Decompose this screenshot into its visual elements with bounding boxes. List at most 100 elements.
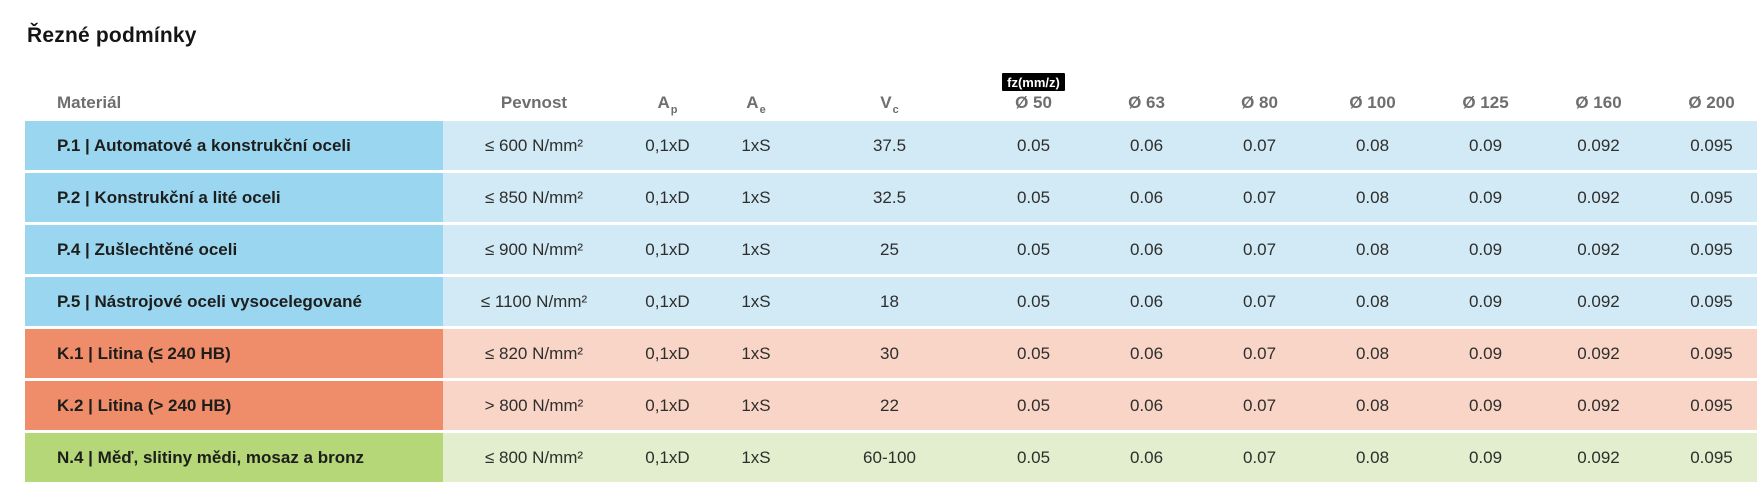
- ae-cell: 1xS: [710, 173, 802, 222]
- vc-cell: 37.5: [802, 121, 977, 170]
- table-row: P.4 | Zušlechtěné oceli ≤ 900 N/mm² 0,1x…: [25, 225, 1757, 274]
- table-row: P.2 | Konstrukční a lité oceli ≤ 850 N/m…: [25, 173, 1757, 222]
- fz-cell: 0.092: [1542, 121, 1655, 170]
- header-vc-base: V: [880, 93, 892, 113]
- fz-cell: 0.08: [1316, 381, 1429, 430]
- fz-cell: 0.08: [1316, 225, 1429, 274]
- pevnost-cell: ≤ 900 N/mm²: [443, 225, 625, 274]
- fz-cell: 0.06: [1090, 225, 1203, 274]
- fz-cell: 0.095: [1655, 433, 1757, 482]
- header-d160: Ø 160: [1575, 93, 1622, 113]
- table-row: N.4 | Měď, slitiny mědi, mosaz a bronz ≤…: [25, 433, 1757, 482]
- header-ae-subscript: e: [759, 104, 766, 117]
- ae-cell: 1xS: [710, 329, 802, 378]
- header-ae: Ae: [710, 94, 802, 121]
- material-cell: N.4 | Měď, slitiny mědi, mosaz a bronz: [25, 433, 443, 482]
- pevnost-cell: > 800 N/mm²: [443, 381, 625, 430]
- fz-cell: 0.09: [1429, 121, 1542, 170]
- ae-cell: 1xS: [710, 277, 802, 326]
- fz-cell: 0.07: [1203, 433, 1316, 482]
- table-row: K.1 | Litina (≤ 240 HB) ≤ 820 N/mm² 0,1x…: [25, 329, 1757, 378]
- fz-cell: 0.092: [1542, 381, 1655, 430]
- table-row: P.5 | Nástrojové oceli vysocelegované ≤ …: [25, 277, 1757, 326]
- cutting-conditions-table: Materiál Pevnost Ap Ae Vc fz(mm/z) Ø 50 …: [25, 62, 1757, 485]
- fz-cell: 0.05: [977, 381, 1090, 430]
- fz-cell: 0.095: [1655, 173, 1757, 222]
- table-row: P.1 | Automatové a konstrukční oceli ≤ 6…: [25, 121, 1757, 170]
- ap-cell: 0,1xD: [625, 277, 710, 326]
- fz-cell: 0.09: [1429, 329, 1542, 378]
- ap-cell: 0,1xD: [625, 381, 710, 430]
- header-d200: Ø 200: [1688, 93, 1735, 113]
- vc-cell: 18: [802, 277, 977, 326]
- fz-cell: 0.05: [977, 225, 1090, 274]
- fz-cell: 0.095: [1655, 329, 1757, 378]
- table-row: K.2 | Litina (> 240 HB) > 800 N/mm² 0,1x…: [25, 381, 1757, 430]
- ap-cell: 0,1xD: [625, 433, 710, 482]
- header-vc-subscript: c: [892, 104, 899, 117]
- fz-cell: 0.095: [1655, 381, 1757, 430]
- material-cell: P.5 | Nástrojové oceli vysocelegované: [25, 277, 443, 326]
- fz-cell: 0.095: [1655, 121, 1757, 170]
- fz-cell: 0.08: [1316, 173, 1429, 222]
- fz-cell: 0.06: [1090, 277, 1203, 326]
- ae-cell: 1xS: [710, 121, 802, 170]
- header-vc: Vc: [802, 94, 977, 121]
- fz-cell: 0.09: [1429, 225, 1542, 274]
- fz-cell: 0.08: [1316, 277, 1429, 326]
- header-material: Materiál: [57, 93, 122, 113]
- ap-cell: 0,1xD: [625, 173, 710, 222]
- ae-cell: 1xS: [710, 433, 802, 482]
- fz-cell: 0.09: [1429, 381, 1542, 430]
- fz-cell: 0.092: [1542, 433, 1655, 482]
- vc-cell: 32.5: [802, 173, 977, 222]
- fz-cell: 0.07: [1203, 121, 1316, 170]
- fz-cell: 0.09: [1429, 277, 1542, 326]
- table-header-row: Materiál Pevnost Ap Ae Vc fz(mm/z) Ø 50 …: [25, 62, 1743, 121]
- fz-cell: 0.08: [1316, 329, 1429, 378]
- page-title: Řezné podmínky: [27, 24, 197, 48]
- fz-cell: 0.06: [1090, 121, 1203, 170]
- header-d80: Ø 80: [1241, 93, 1278, 113]
- material-cell: P.2 | Konstrukční a lité oceli: [25, 173, 443, 222]
- header-d125: Ø 125: [1462, 93, 1509, 113]
- material-cell: K.1 | Litina (≤ 240 HB): [25, 329, 443, 378]
- fz-cell: 0.05: [977, 121, 1090, 170]
- header-ae-base: A: [746, 93, 759, 113]
- fz-cell: 0.09: [1429, 433, 1542, 482]
- fz-cell: 0.07: [1203, 225, 1316, 274]
- fz-cell: 0.05: [977, 277, 1090, 326]
- fz-unit-badge: fz(mm/z): [1002, 73, 1065, 92]
- fz-cell: 0.07: [1203, 173, 1316, 222]
- header-d50: fz(mm/z) Ø 50: [977, 73, 1090, 121]
- pevnost-cell: ≤ 800 N/mm²: [443, 433, 625, 482]
- fz-cell: 0.09: [1429, 173, 1542, 222]
- header-ap: Ap: [625, 94, 710, 121]
- fz-cell: 0.08: [1316, 433, 1429, 482]
- header-d50-label: Ø 50: [1015, 93, 1052, 113]
- pevnost-cell: ≤ 820 N/mm²: [443, 329, 625, 378]
- fz-cell: 0.06: [1090, 329, 1203, 378]
- material-cell: K.2 | Litina (> 240 HB): [25, 381, 443, 430]
- fz-cell: 0.07: [1203, 329, 1316, 378]
- pevnost-cell: ≤ 600 N/mm²: [443, 121, 625, 170]
- material-cell: P.4 | Zušlechtěné oceli: [25, 225, 443, 274]
- fz-cell: 0.05: [977, 329, 1090, 378]
- fz-cell: 0.06: [1090, 381, 1203, 430]
- pevnost-cell: ≤ 1100 N/mm²: [443, 277, 625, 326]
- header-ap-subscript: p: [670, 104, 678, 117]
- vc-cell: 60-100: [802, 433, 977, 482]
- fz-cell: 0.095: [1655, 277, 1757, 326]
- pevnost-cell: ≤ 850 N/mm²: [443, 173, 625, 222]
- ap-cell: 0,1xD: [625, 225, 710, 274]
- ap-cell: 0,1xD: [625, 329, 710, 378]
- fz-cell: 0.05: [977, 173, 1090, 222]
- ae-cell: 1xS: [710, 225, 802, 274]
- fz-cell: 0.092: [1542, 329, 1655, 378]
- fz-cell: 0.08: [1316, 121, 1429, 170]
- fz-cell: 0.092: [1542, 277, 1655, 326]
- vc-cell: 25: [802, 225, 977, 274]
- header-ap-base: A: [657, 93, 670, 113]
- ap-cell: 0,1xD: [625, 121, 710, 170]
- ae-cell: 1xS: [710, 381, 802, 430]
